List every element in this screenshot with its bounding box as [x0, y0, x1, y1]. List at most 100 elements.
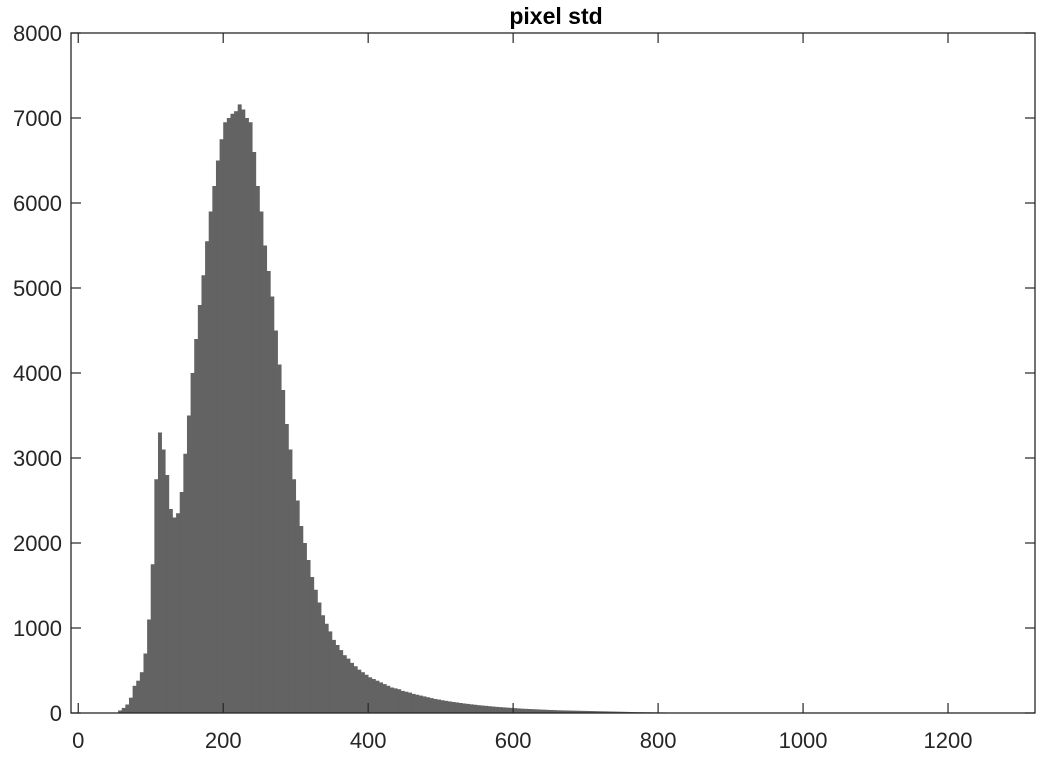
y-tick-label: 6000	[13, 191, 62, 216]
histogram-bar	[361, 672, 365, 713]
histogram-bar	[394, 688, 398, 713]
histogram-bar	[259, 212, 263, 714]
histogram-bar	[513, 708, 517, 713]
histogram-bar	[299, 526, 303, 713]
histogram-bar	[314, 590, 318, 713]
histogram-bar	[201, 275, 205, 713]
histogram-bar	[408, 693, 412, 713]
histogram-bar	[310, 577, 314, 713]
histogram-bar	[437, 700, 441, 713]
histogram-bar	[288, 450, 292, 714]
y-tick-label: 8000	[13, 21, 62, 46]
histogram-bar	[249, 122, 253, 713]
histogram-bar	[459, 703, 463, 713]
histogram-bar	[133, 686, 137, 713]
histogram-bar	[423, 696, 427, 713]
histogram-bar	[339, 650, 343, 713]
bars-group	[118, 104, 734, 713]
histogram-bar	[129, 698, 133, 713]
histogram-bar	[234, 111, 238, 713]
histogram-bar	[328, 631, 332, 713]
histogram-bar	[343, 655, 347, 713]
histogram-bar	[390, 688, 394, 714]
histogram-bar	[125, 705, 129, 714]
x-tick-label: 200	[205, 728, 242, 752]
histogram-bar	[506, 708, 510, 713]
histogram-bar	[143, 654, 147, 714]
histogram-bar	[481, 706, 485, 713]
histogram-bar	[263, 246, 267, 714]
histogram-bar	[212, 186, 216, 713]
histogram-bar	[270, 297, 274, 714]
x-tick-label: 1200	[924, 728, 973, 752]
histogram-bar	[274, 331, 278, 714]
x-tick-label: 400	[350, 728, 387, 752]
x-tick-label: 1000	[779, 728, 828, 752]
histogram-bar	[372, 679, 376, 713]
histogram-bar	[350, 663, 354, 713]
histogram-bar	[165, 475, 169, 713]
histogram-bar	[401, 691, 405, 713]
histogram-bar	[278, 365, 282, 714]
histogram-bar	[252, 152, 256, 713]
histogram-bar	[375, 681, 379, 713]
histogram-bar	[216, 161, 220, 714]
histogram-bar	[187, 416, 191, 714]
histogram-bar	[281, 390, 285, 713]
histogram-bar	[357, 670, 361, 713]
histogram-bar	[477, 705, 481, 713]
histogram-bar	[122, 708, 126, 713]
histogram-bar	[191, 373, 195, 713]
histogram-bar	[140, 672, 144, 713]
histogram-bar	[448, 701, 452, 713]
y-tick-label: 2000	[13, 531, 62, 556]
histogram-bar	[227, 118, 231, 713]
histogram-bar	[307, 560, 311, 713]
histogram-bar	[484, 706, 488, 713]
y-tick-label: 7000	[13, 106, 62, 131]
histogram-bar	[267, 271, 271, 713]
histogram-bar	[383, 684, 387, 713]
histogram-bar	[433, 699, 437, 713]
histogram-bar	[470, 704, 474, 713]
histogram-bar	[183, 454, 187, 713]
histogram-bar	[404, 692, 408, 713]
histogram-bar	[397, 689, 401, 713]
histogram-bar	[473, 705, 477, 713]
histogram-bar	[223, 122, 227, 713]
y-tick-label: 0	[50, 701, 62, 726]
histogram-bar	[136, 681, 140, 713]
histogram-bar	[245, 118, 249, 713]
histogram-bar	[426, 697, 430, 713]
histogram-bar	[502, 707, 506, 713]
histogram-bar	[332, 640, 336, 713]
histogram-bar	[462, 703, 466, 713]
histogram-bar	[180, 492, 184, 713]
histogram-bar	[517, 708, 521, 713]
histogram-bar	[296, 501, 300, 714]
histogram-bar	[386, 686, 390, 713]
x-tick-label: 600	[495, 728, 532, 752]
y-tick-label: 5000	[13, 276, 62, 301]
histogram-bar	[452, 702, 456, 713]
histogram-bar	[379, 682, 383, 713]
histogram-bar	[325, 624, 329, 713]
histogram-bar	[336, 645, 340, 713]
histogram-bar	[205, 241, 209, 713]
histogram-bar	[176, 513, 180, 713]
histogram-bar	[441, 700, 445, 713]
histogram-bar	[292, 479, 296, 713]
chart-title: pixel std	[509, 3, 602, 29]
histogram-bar	[346, 659, 350, 713]
histogram-bar	[285, 424, 289, 713]
x-tick-label: 800	[640, 728, 677, 752]
histogram-bar	[455, 702, 459, 713]
histogram-bar	[495, 707, 499, 713]
histogram-bar	[154, 479, 158, 713]
histogram-bar	[241, 110, 245, 714]
histogram-bar	[151, 564, 155, 713]
histogram-bar	[209, 212, 213, 714]
histogram-bar	[169, 509, 173, 713]
